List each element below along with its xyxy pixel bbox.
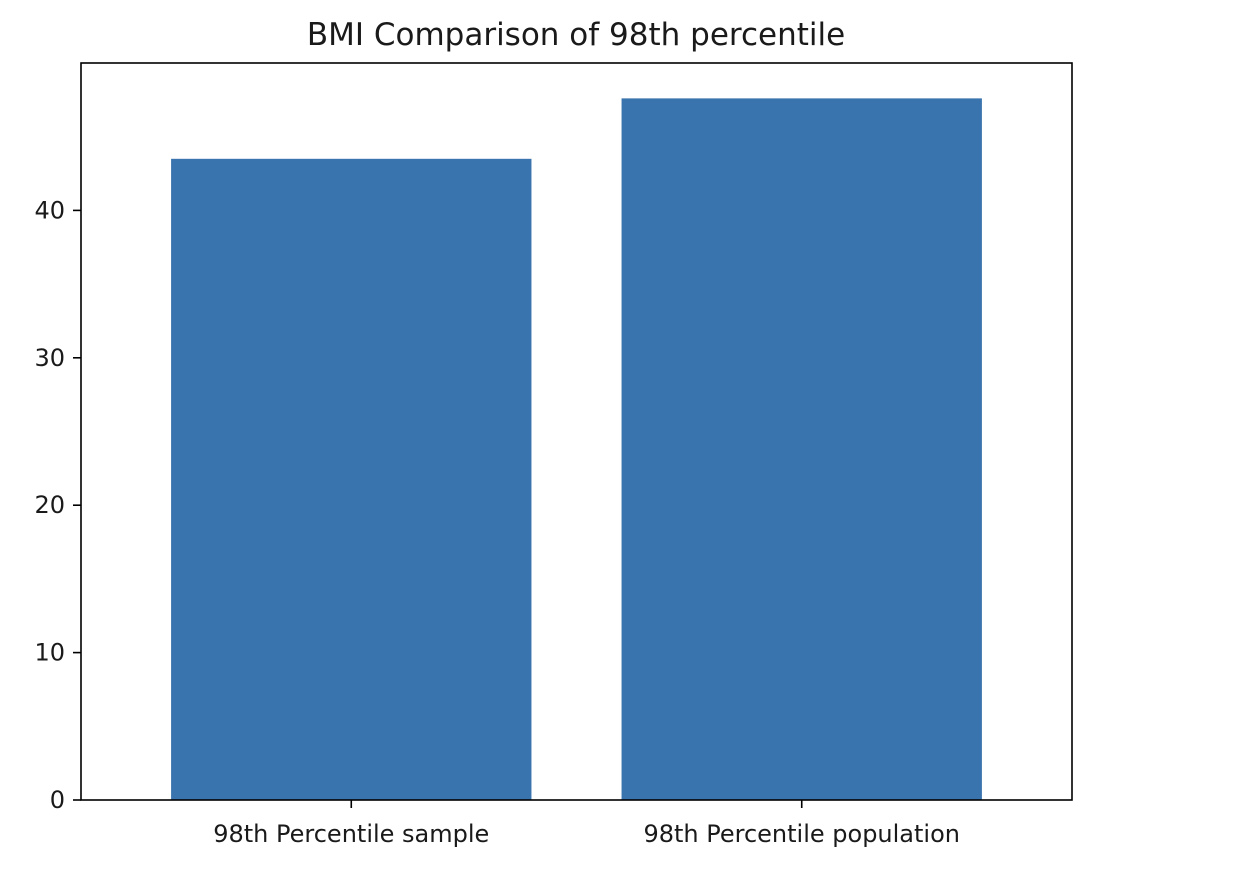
- y-axis: 0 10 20 30 40: [34, 196, 81, 814]
- chart-title: BMI Comparison of 98th percentile: [307, 17, 845, 53]
- y-tick-label: 10: [34, 639, 65, 667]
- bar-0: [171, 158, 532, 800]
- bars-layer: [171, 98, 982, 801]
- plot-frame: [80, 62, 1073, 801]
- y-tick-label: 40: [34, 196, 65, 224]
- x-tick-label: 98th Percentile population: [643, 820, 960, 848]
- x-tick-label: 98th Percentile sample: [213, 820, 489, 848]
- y-tick-label: 30: [34, 344, 65, 372]
- y-tick-label: 0: [50, 786, 65, 814]
- bar-1: [621, 98, 982, 801]
- x-axis: 98th Percentile sample 98th Percentile po…: [213, 800, 960, 848]
- y-tick-label: 20: [34, 491, 65, 519]
